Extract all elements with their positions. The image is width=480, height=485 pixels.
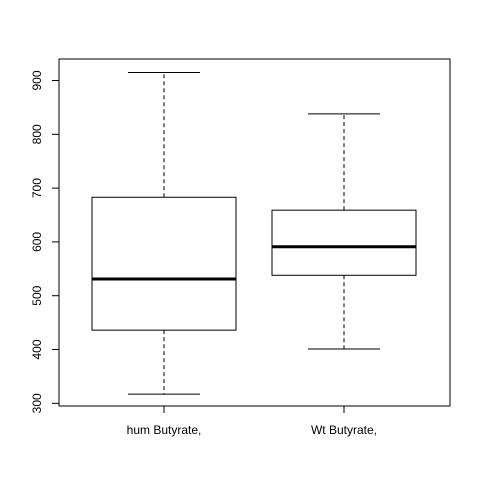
iqr-box bbox=[271, 209, 417, 276]
y-tick-label: 500 bbox=[30, 285, 44, 305]
box-series bbox=[91, 71, 417, 395]
y-tick-label: 400 bbox=[30, 339, 44, 359]
box-2 bbox=[271, 113, 417, 350]
y-tick-label: 700 bbox=[30, 178, 44, 198]
y-tick-label: 800 bbox=[30, 124, 44, 144]
y-tick-label: 300 bbox=[30, 393, 44, 413]
iqr-box bbox=[91, 196, 237, 331]
x-tick-label: Wt Butyrate, bbox=[311, 423, 377, 437]
y-tick-label: 900 bbox=[30, 70, 44, 90]
x-tick-label: hum Butyrate, bbox=[127, 423, 202, 437]
x-axis: hum Butyrate, Wt Butyrate, bbox=[127, 405, 377, 437]
y-tick-label: 600 bbox=[30, 232, 44, 252]
y-axis: 300 400 500 600 700 800 900 bbox=[30, 70, 60, 413]
box-1 bbox=[91, 71, 237, 395]
